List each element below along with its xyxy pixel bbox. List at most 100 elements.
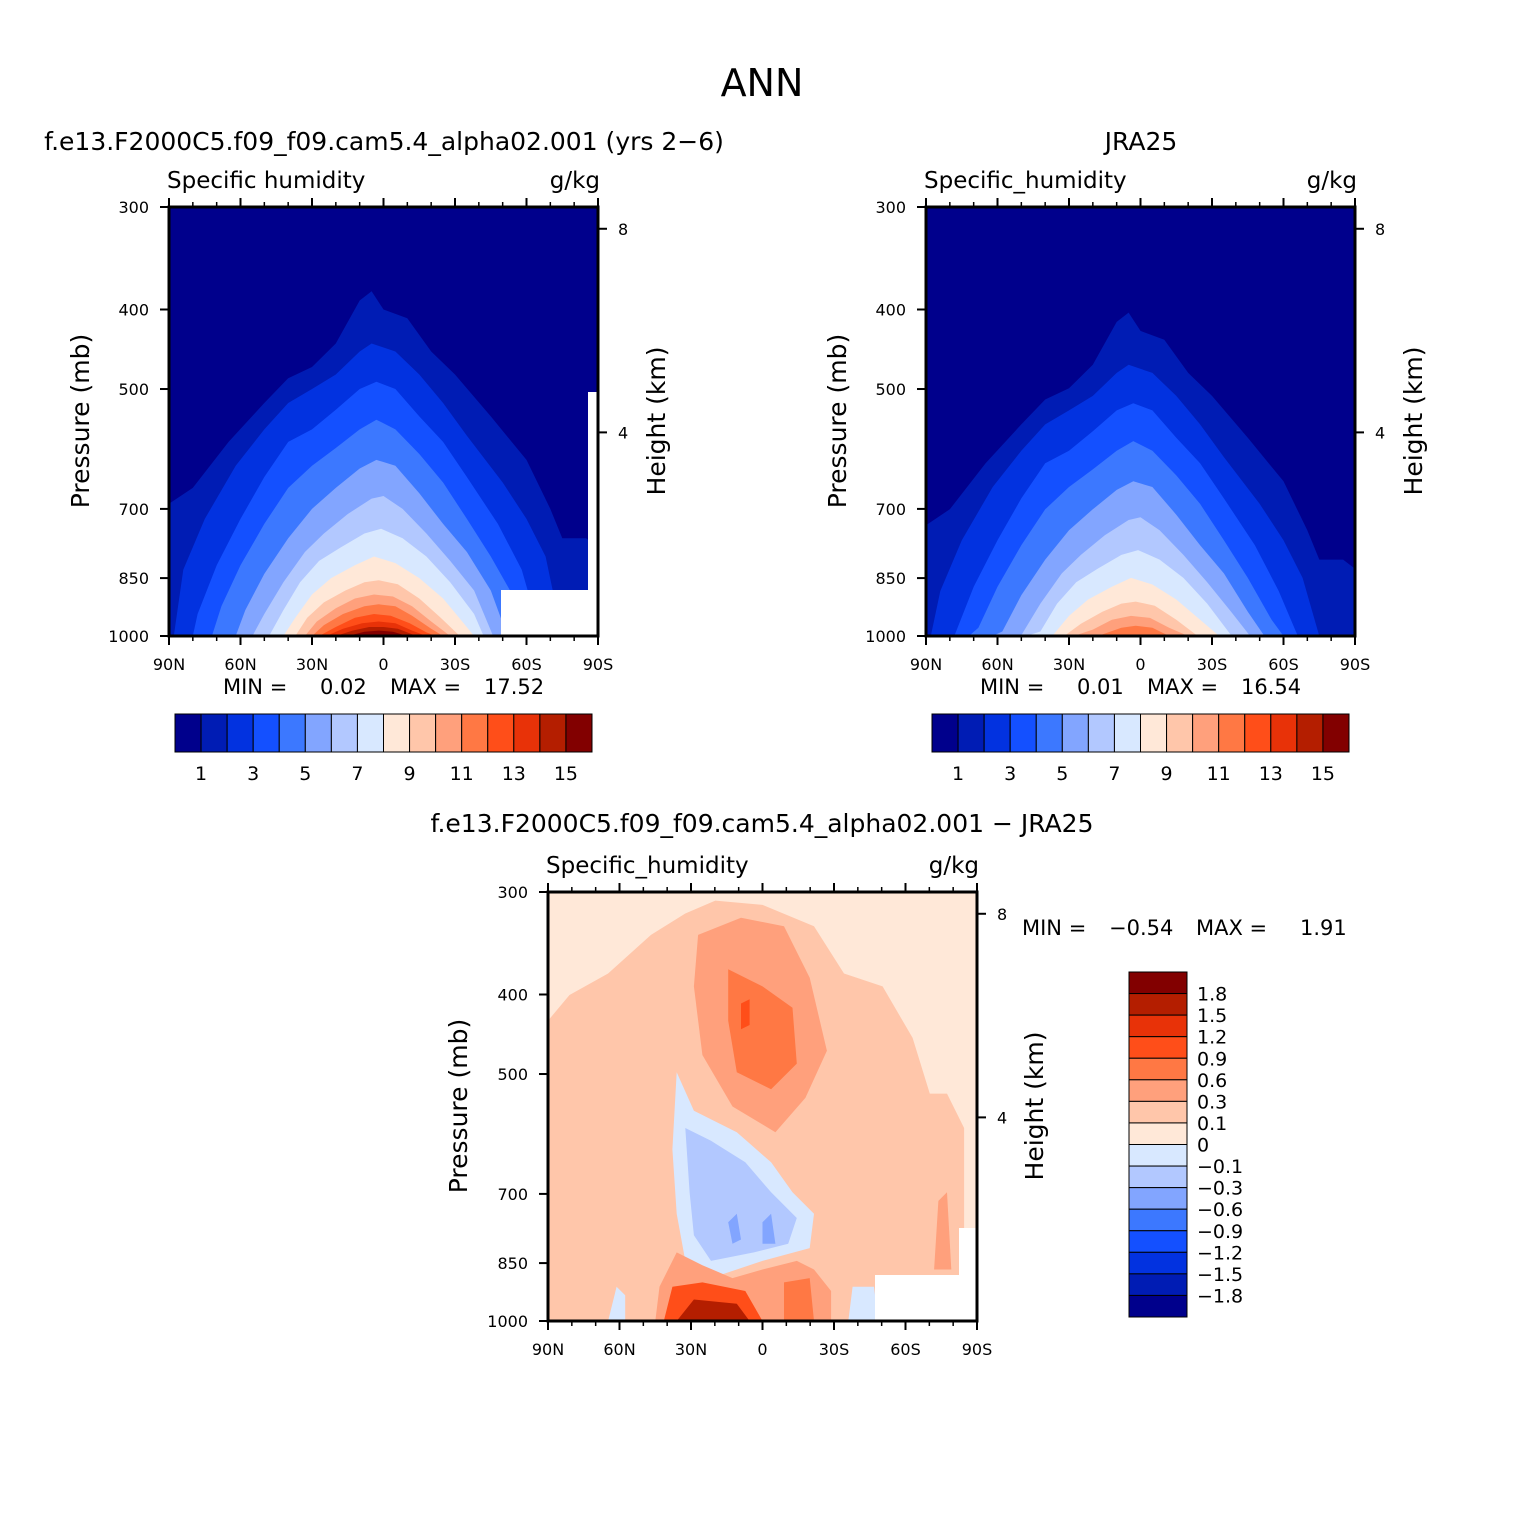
colorbar-box [174, 713, 202, 753]
x-tick-label: 60N [981, 655, 1013, 674]
colorbar-label: −0.9 [1197, 1221, 1243, 1243]
y-right-tick-label: 8 [997, 905, 1007, 924]
colorbar-label: 7 [351, 763, 363, 785]
colorbar-box [1061, 713, 1089, 753]
colorbar-box [1009, 713, 1037, 753]
x-tick-label: 30N [296, 655, 328, 674]
colorbar-box [1140, 713, 1168, 753]
panel-diff: f.e13.F2000C5.f09_f09.cam5.4_alpha02.001… [431, 809, 1347, 1359]
y-tick-label: 500 [118, 380, 149, 399]
y-tick-label: 500 [875, 380, 906, 399]
colorbar-box [1035, 713, 1063, 753]
contour-band-0.6 [784, 1278, 814, 1321]
x-tick-label: 30N [675, 1340, 707, 1359]
colorbar-box [1192, 713, 1220, 753]
panel-obs: JRA25 Specific_humidity g/kg 30040050070… [823, 127, 1428, 785]
colorbar-box [1128, 1165, 1188, 1189]
x-tick-label: 90N [532, 1340, 564, 1359]
colorbar-box [1087, 713, 1115, 753]
y-right-tick-label: 8 [618, 220, 628, 239]
colorbar-box [1128, 1122, 1188, 1145]
max-value: 1.91 [1300, 916, 1347, 940]
colorbar-label: 11 [450, 763, 474, 785]
colorbar-label: 1 [952, 763, 964, 785]
colorbar-box [1270, 713, 1298, 753]
contour-band-level-11 [1069, 625, 1201, 636]
min-label: MIN = [223, 675, 287, 699]
x-tick-label: 90N [153, 655, 185, 674]
y-tick-label: 500 [497, 1065, 528, 1084]
panel-title: JRA25 [1103, 127, 1178, 156]
colorbar-label: 0.3 [1197, 1091, 1227, 1113]
colorbar-label: 9 [404, 763, 416, 785]
y-axis-label: Pressure (mb) [66, 334, 95, 508]
missing-data-mask [959, 1228, 977, 1275]
colorbar-box [487, 713, 515, 753]
y-tick-label: 400 [875, 301, 906, 320]
y-axis-right-label: Height (km) [1020, 1032, 1049, 1181]
colorbar-label: −0.3 [1197, 1178, 1243, 1200]
contour-band-0.6 [728, 969, 797, 1090]
y-axis-label: Pressure (mb) [444, 1019, 473, 1193]
min-value: 0.02 [320, 675, 367, 699]
colorbar-box [330, 713, 358, 753]
colorbar-label: 0.9 [1197, 1048, 1227, 1070]
plot-axes: 300 400 500 700 850 1000 8 4 90N 60N 30N 0 30S 60S 90S [487, 883, 1007, 1359]
contour-band-neg0.6 [728, 1213, 741, 1244]
y-tick-label: 400 [118, 301, 149, 320]
colorbar: 1 3 5 7 9 11 13 15 [174, 713, 593, 785]
colorbar-box [931, 713, 959, 753]
min-value: −0.54 [1109, 916, 1173, 940]
colorbar-box [1113, 713, 1141, 753]
max-value: 16.54 [1241, 675, 1301, 699]
colorbar-box [1128, 1208, 1188, 1232]
y-tick-label: 700 [875, 500, 906, 519]
colorbar-box [356, 713, 384, 753]
x-tick-label: 90S [962, 1340, 993, 1359]
variable-label: Specific_humidity [546, 853, 749, 879]
colorbar-box [957, 713, 985, 753]
colorbar-label: −1.2 [1197, 1242, 1243, 1264]
panel-title: f.e13.F2000C5.f09_f09.cam5.4_alpha02.001… [431, 809, 1094, 838]
x-tick-label: 0 [757, 1340, 767, 1359]
y-axis-right-label: Height (km) [642, 347, 671, 496]
y-right-tick-label: 4 [997, 1108, 1007, 1127]
min-value: 0.01 [1077, 675, 1124, 699]
colorbar-box [278, 713, 306, 753]
colorbar-box [1128, 1187, 1188, 1210]
colorbar-label: 3 [247, 763, 259, 785]
colorbar-label: 7 [1108, 763, 1120, 785]
x-tick-label: 30S [819, 1340, 850, 1359]
units-label: g/kg [929, 853, 979, 879]
colorbar-label: 9 [1161, 763, 1173, 785]
y-right-tick-label: 4 [1375, 423, 1385, 442]
colorbar-box [1128, 971, 1188, 995]
colorbar-box [1128, 1036, 1188, 1059]
colorbar-label: 0 [1197, 1135, 1209, 1157]
x-tick-label: 90S [583, 655, 614, 674]
y-tick-label: 1000 [487, 1312, 528, 1331]
x-tick-label: 60S [890, 1340, 921, 1359]
y-right-tick-label: 8 [1375, 220, 1385, 239]
contour-plot [169, 207, 598, 636]
colorbar-box [1128, 1251, 1188, 1275]
x-tick-label: 30N [1053, 655, 1085, 674]
colorbar-label: −0.6 [1197, 1199, 1243, 1221]
colorbar-box [1128, 1294, 1188, 1318]
x-tick-label: 0 [1135, 655, 1145, 674]
colorbar-label: 13 [1259, 763, 1283, 785]
colorbar-label: 15 [1311, 763, 1335, 785]
colorbar-label: 3 [1004, 763, 1016, 785]
colorbar-box [409, 713, 437, 753]
colorbar-label: 1.5 [1197, 1005, 1227, 1027]
colorbar-box [1166, 713, 1194, 753]
colorbar-box [1128, 1079, 1188, 1102]
x-tick-label: 60N [224, 655, 256, 674]
y-tick-label: 1000 [108, 627, 149, 646]
colorbar-box [1128, 993, 1188, 1016]
x-tick-label: 60S [1268, 655, 1299, 674]
y-tick-label: 700 [497, 1185, 528, 1204]
colorbar-label: 13 [502, 763, 526, 785]
colorbar: 1.81.51.20.90.60.30.10−0.1−0.3−0.6−0.9−1… [1128, 971, 1243, 1318]
